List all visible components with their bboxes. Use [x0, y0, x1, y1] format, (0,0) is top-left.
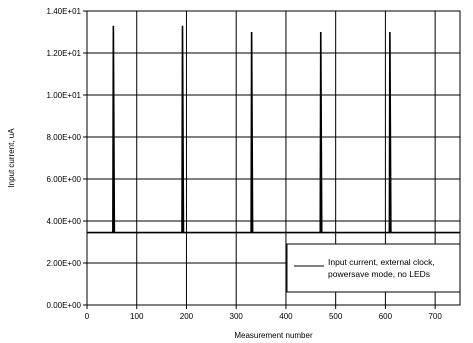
x-axis-title: Measurement number	[234, 331, 313, 340]
x-axis-ticks: 0 100 200 300 400 500 600 700	[85, 305, 442, 321]
y-tick-label: 1.00E+01	[47, 91, 82, 100]
x-tick-label: 400	[279, 312, 293, 321]
x-tick-label: 500	[329, 312, 343, 321]
y-axis-ticks: 0.00E+00 2.00E+00 4.00E+00 6.00E+00 8.00E+00…	[47, 7, 87, 310]
x-tick-label: 200	[180, 312, 194, 321]
y-tick-label: 1.20E+01	[47, 49, 82, 58]
x-tick-label: 100	[130, 312, 144, 321]
legend: Input current, external clock, powersave…	[286, 243, 461, 293]
x-tick-label: 700	[428, 312, 442, 321]
legend-label-line2: powersave mode, no LEDs	[328, 269, 430, 279]
legend-label-line1: Input current, external clock,	[328, 257, 435, 267]
plot-area	[86, 10, 461, 306]
y-tick-label: 1.40E+01	[47, 7, 82, 16]
y-tick-label: 8.00E+00	[47, 133, 82, 142]
y-tick-label: 4.00E+00	[47, 217, 82, 226]
y-tick-label: 2.00E+00	[47, 259, 82, 268]
x-tick-label: 0	[85, 312, 90, 321]
x-tick-label: 600	[379, 312, 393, 321]
x-tick-label: 300	[230, 312, 244, 321]
y-tick-label: 6.00E+00	[47, 175, 82, 184]
y-axis-title: Input current, uA	[7, 128, 16, 188]
legend-box	[286, 243, 461, 293]
series-group	[87, 25, 460, 234]
series-line	[87, 25, 460, 234]
y-tick-label: 0.00E+00	[47, 301, 82, 310]
